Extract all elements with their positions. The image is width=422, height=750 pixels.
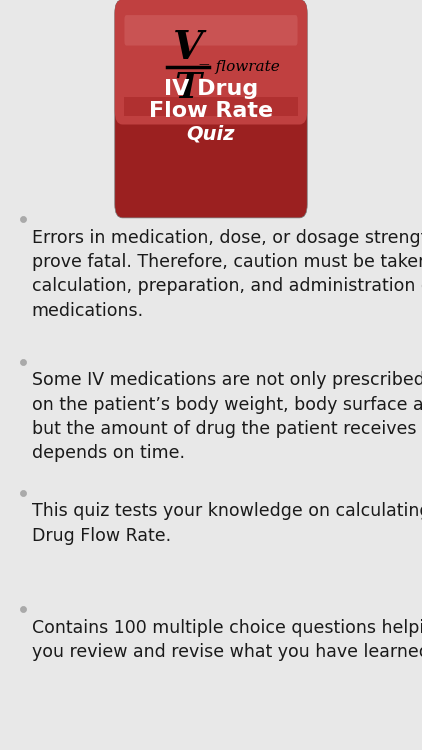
FancyBboxPatch shape — [115, 0, 307, 124]
Bar — [124, 98, 298, 116]
FancyBboxPatch shape — [124, 15, 298, 46]
Text: This quiz tests your knowledge on calculating IV
Drug Flow Rate.: This quiz tests your knowledge on calcul… — [32, 503, 422, 544]
Text: Flow Rate: Flow Rate — [149, 100, 273, 121]
Text: Some IV medications are not only prescribed based
on the patient’s body weight, : Some IV medications are not only prescri… — [32, 371, 422, 462]
Text: = flowrate: = flowrate — [197, 60, 279, 74]
Text: Quiz: Quiz — [187, 124, 235, 143]
Text: V: V — [173, 29, 203, 67]
FancyBboxPatch shape — [115, 0, 307, 217]
Text: Contains 100 multiple choice questions helping
you review and revise what you ha: Contains 100 multiple choice questions h… — [32, 619, 422, 661]
Text: IV Drug: IV Drug — [164, 79, 258, 99]
Text: T: T — [174, 70, 201, 105]
Text: Errors in medication, dose, or dosage strength can
prove fatal. Therefore, cauti: Errors in medication, dose, or dosage st… — [32, 229, 422, 320]
